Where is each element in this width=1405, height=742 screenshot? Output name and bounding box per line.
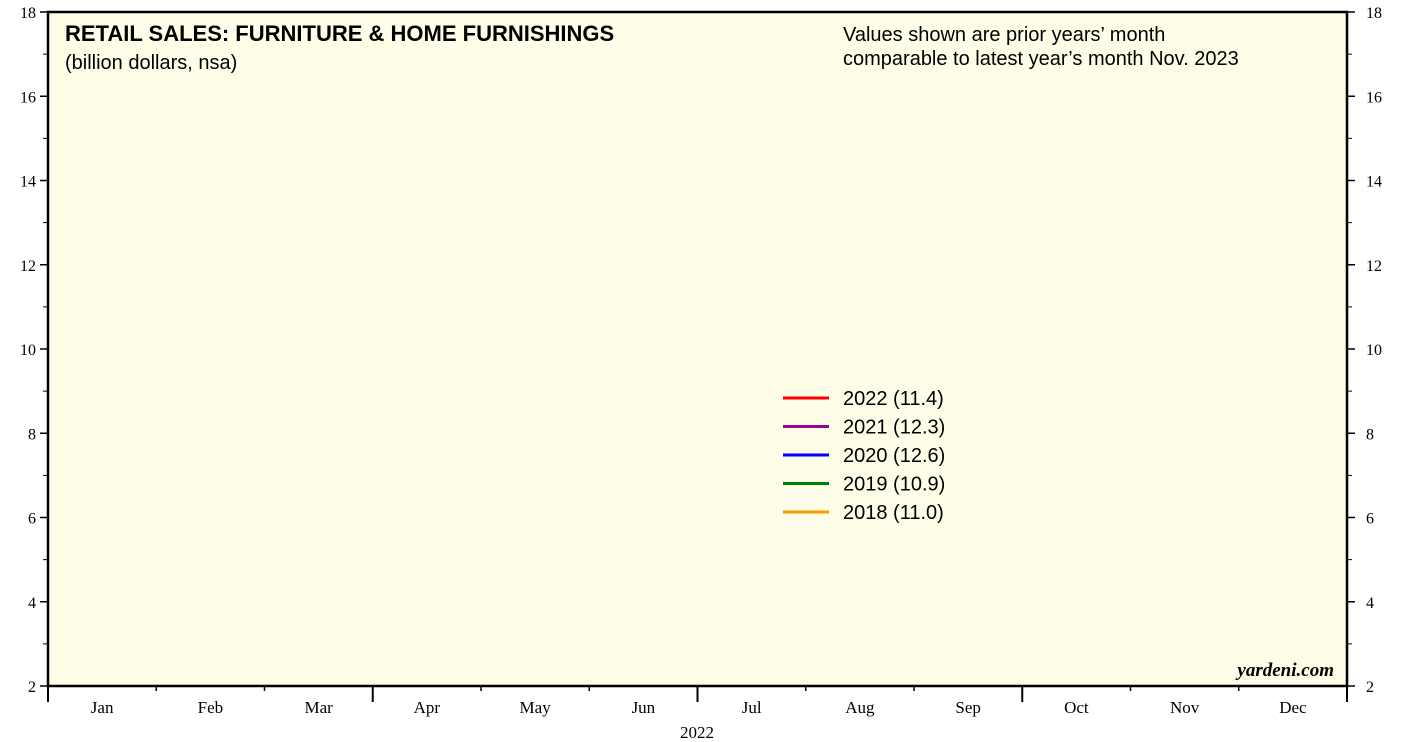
y2-tick-label: 4 [1366, 595, 1374, 612]
y2-tick-label: 8 [1366, 426, 1374, 443]
x-tick-label: Aug [845, 698, 875, 717]
x-tick-label: Mar [304, 698, 333, 717]
annotation: Values shown are prior years’ month [843, 24, 1165, 46]
legend-label: 2021 (12.3) [843, 417, 945, 439]
y2-tick-label: 16 [1366, 89, 1382, 106]
x-tick-label: Apr [414, 698, 441, 717]
y2-tick-label: 12 [1366, 258, 1382, 275]
annotation: comparable to latest year’s month Nov. 2… [843, 48, 1239, 70]
chart-subtitle: (billion dollars, nsa) [65, 52, 237, 74]
y-tick-label: 6 [28, 511, 36, 528]
legend-label: 2020 (12.6) [843, 445, 945, 467]
plot-area [46, 10, 1349, 688]
y-tick-label: 4 [28, 595, 36, 612]
legend-label: 2019 (10.9) [843, 474, 945, 496]
y2-tick-label: 6 [1366, 511, 1374, 528]
x-tick-label: May [520, 698, 552, 717]
x-tick-label: Sep [955, 698, 981, 717]
y-tick-label: 18 [20, 5, 36, 22]
y-tick-label: 12 [20, 258, 36, 275]
x-tick-label: Oct [1064, 698, 1089, 717]
x-tick-label: Jun [632, 698, 656, 717]
y-tick-label: 8 [28, 426, 36, 443]
x-tick-label: Jul [742, 698, 762, 717]
y-tick-label: 16 [20, 89, 36, 106]
y-tick-label: 10 [20, 342, 36, 359]
y2-tick-label: 10 [1366, 342, 1382, 359]
x-tick-label: Nov [1170, 698, 1200, 717]
x-axis-label: 2022 [680, 723, 714, 742]
x-tick-label: Jan [91, 698, 114, 717]
y-tick-label: 14 [20, 174, 36, 191]
y2-tick-label: 18 [1366, 5, 1382, 22]
source: yardeni.com [1235, 660, 1334, 681]
chart-title: RETAIL SALES: FURNITURE & HOME FURNISHIN… [65, 21, 614, 46]
x-tick-label: Dec [1279, 698, 1307, 717]
legend-label: 2018 (11.0) [843, 502, 944, 524]
x-tick-label: Feb [198, 698, 224, 717]
legend-label: 2022 (11.4) [843, 388, 944, 410]
y-tick-label: 2 [28, 679, 36, 696]
y2-tick-label: 2 [1366, 679, 1374, 696]
y2-tick-label: 14 [1366, 174, 1382, 191]
